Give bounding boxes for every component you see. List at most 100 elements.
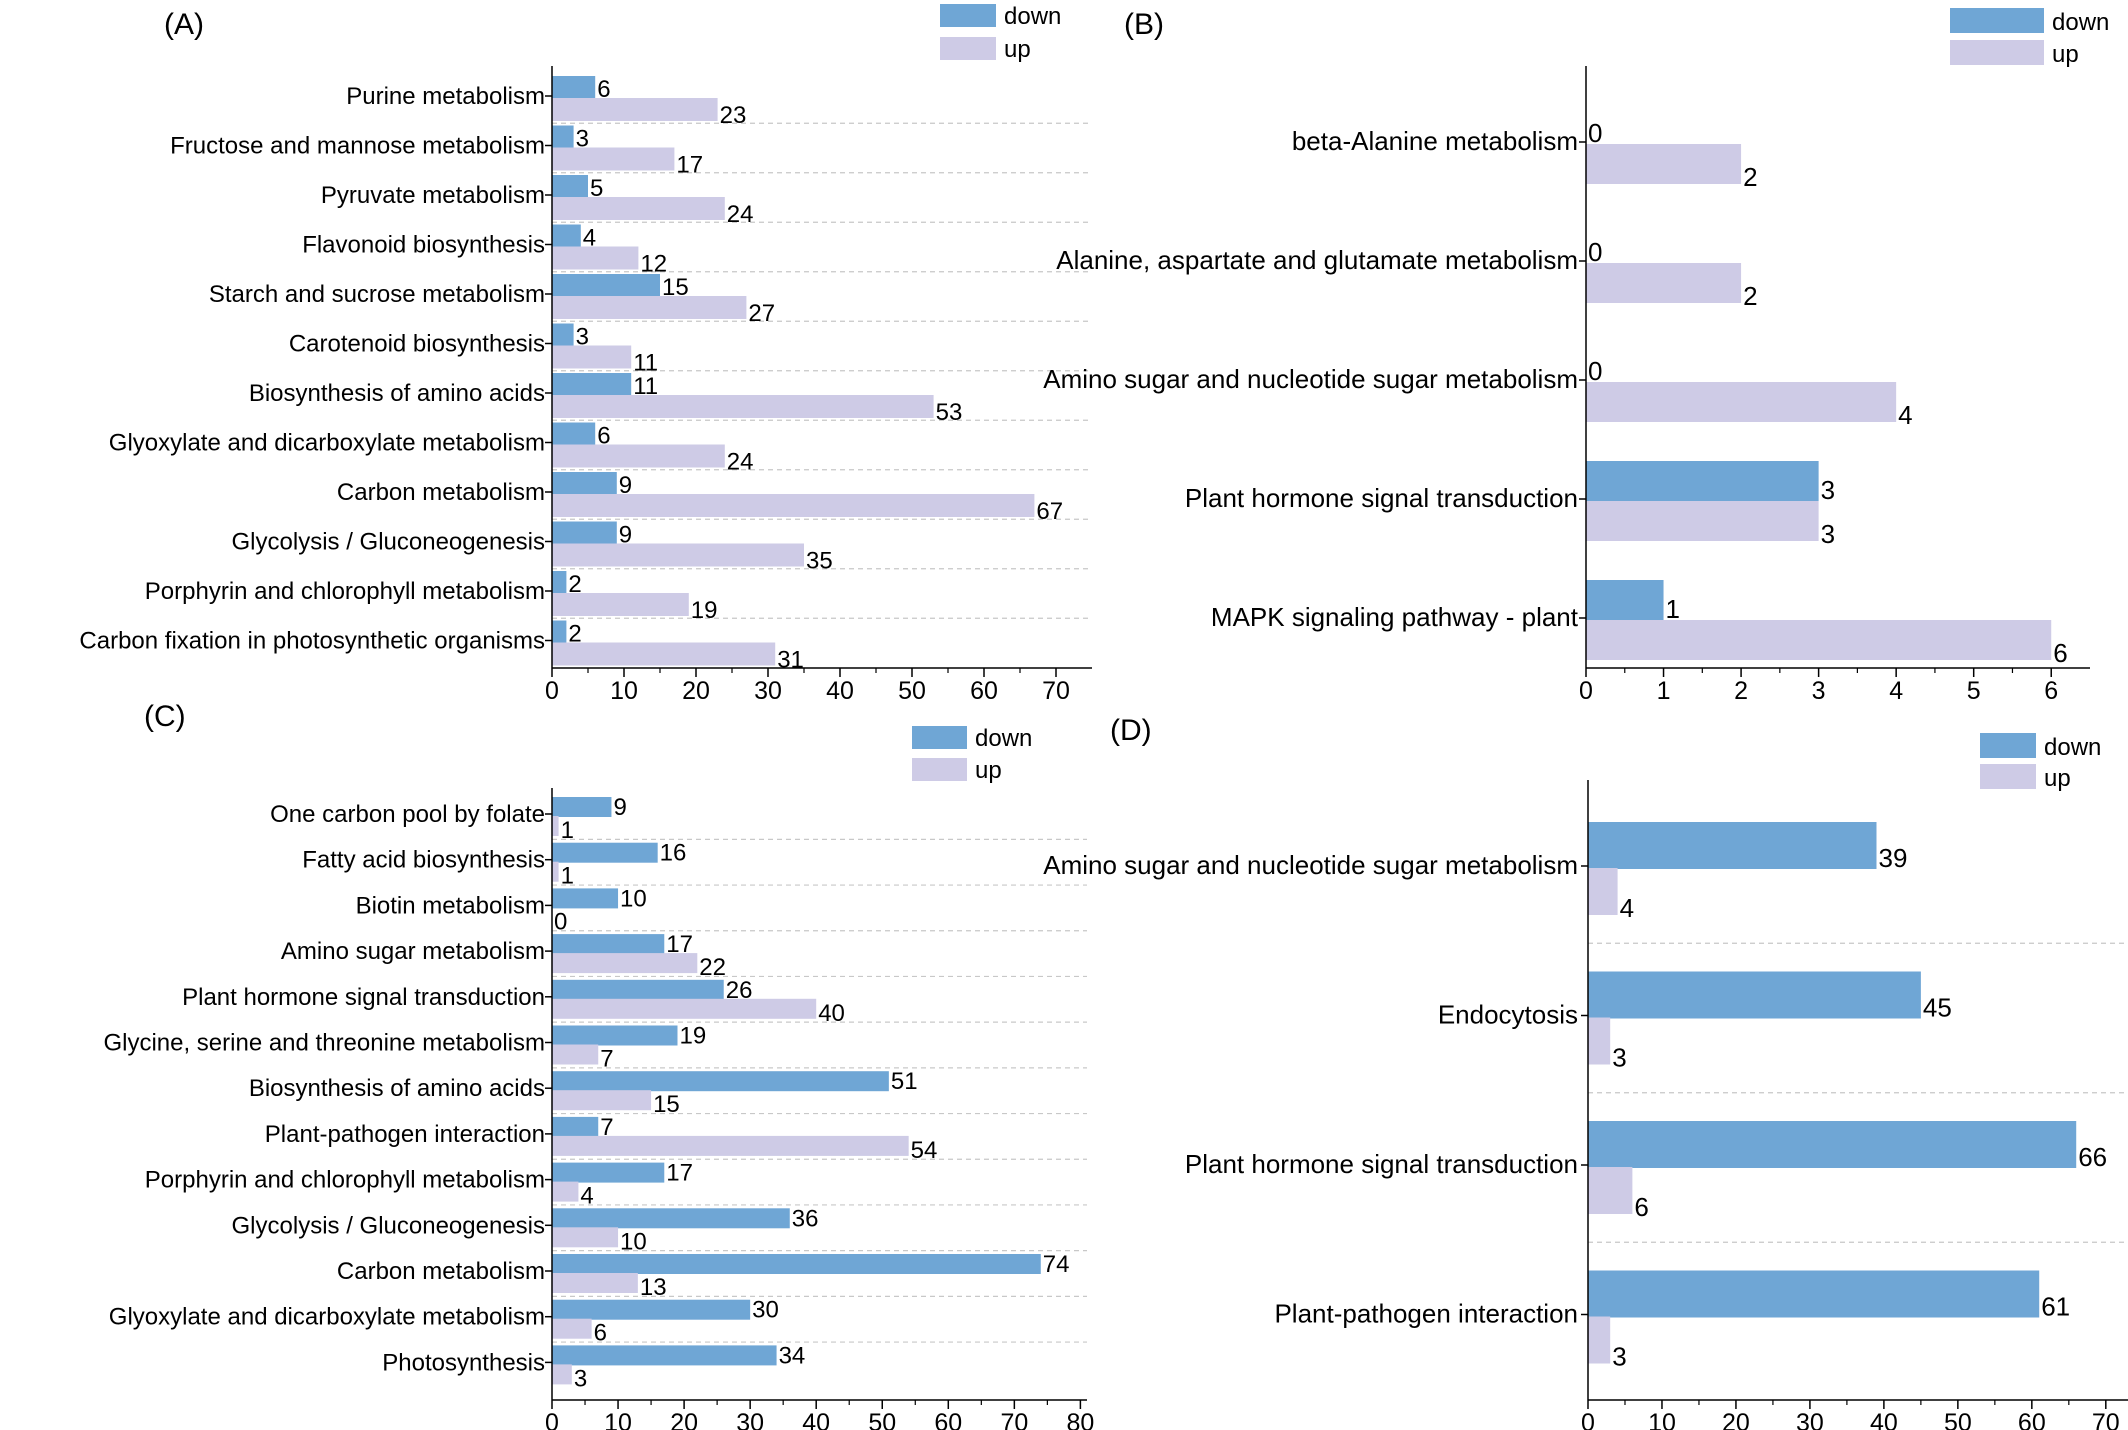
x-tick-label: 0 xyxy=(545,677,559,705)
bar-up xyxy=(1586,263,1742,303)
bar-down xyxy=(552,472,617,495)
value-label-up: 40 xyxy=(818,1000,845,1027)
bar-up xyxy=(552,1364,572,1385)
category-label: Amino sugar metabolism xyxy=(281,938,545,965)
x-tick-label: 20 xyxy=(1722,1409,1750,1430)
bar-down xyxy=(552,274,660,297)
value-label-up: 53 xyxy=(936,399,963,426)
bar-up xyxy=(552,543,804,567)
x-tick-label: 60 xyxy=(970,677,998,705)
panel-label: (C) xyxy=(144,700,186,733)
bar-up xyxy=(552,1318,592,1339)
bar-down xyxy=(1586,580,1664,620)
bar-down xyxy=(1588,1121,2077,1168)
category-label: Plant-pathogen interaction xyxy=(265,1121,545,1148)
value-label-up: 15 xyxy=(653,1091,680,1118)
bar-up xyxy=(552,593,689,616)
x-tick-label: 4 xyxy=(1889,677,1903,705)
category-label: One carbon pool by folate xyxy=(270,801,545,828)
value-label-down: 16 xyxy=(660,840,687,867)
value-label-up: 23 xyxy=(720,102,747,129)
bar-up xyxy=(1586,501,1819,541)
x-tick-label: 10 xyxy=(610,677,638,705)
category-label: Biosynthesis of amino acids xyxy=(249,380,545,407)
value-label-down: 17 xyxy=(666,931,693,958)
bar-down xyxy=(552,1116,599,1137)
value-label-down: 4 xyxy=(583,225,596,252)
legend-label-down: down xyxy=(975,725,1032,752)
x-tick-label: 6 xyxy=(2044,677,2058,705)
bar-up xyxy=(552,395,934,418)
category-label: Glyoxylate and dicarboxylate metabolism xyxy=(109,430,545,457)
value-label-up: 31 xyxy=(777,647,804,674)
x-tick-label: 30 xyxy=(754,677,782,705)
x-tick-label: 40 xyxy=(1870,1409,1898,1430)
bar-up xyxy=(552,1044,599,1065)
bar-up xyxy=(552,1090,652,1111)
legend-swatch-down xyxy=(912,726,967,749)
value-label-up: 13 xyxy=(640,1274,667,1301)
value-label-up: 6 xyxy=(2053,638,2067,668)
category-label: Photosynthesis xyxy=(382,1349,545,1376)
bar-up xyxy=(552,1227,619,1248)
legend-label-down: down xyxy=(1004,3,1061,30)
bar-up xyxy=(552,642,776,666)
category-label: Fructose and mannose metabolism xyxy=(170,133,545,160)
value-label-down: 10 xyxy=(620,885,647,912)
bar-up xyxy=(552,1181,579,1202)
bar-down xyxy=(552,422,596,446)
bar-up xyxy=(552,345,632,369)
x-tick-label: 40 xyxy=(802,1409,830,1430)
value-label-up: 6 xyxy=(594,1320,607,1347)
category-label: beta-Alanine metabolism xyxy=(1292,126,1578,156)
panel-b: (B) 0 2 beta-Alanine metabolism 0 2 Alanine, a… xyxy=(1043,8,2109,705)
x-tick-label: 80 xyxy=(1066,1409,1094,1430)
value-label-down: 3 xyxy=(576,324,589,351)
bar-down xyxy=(552,125,574,149)
x-tick-label: 70 xyxy=(1042,677,1070,705)
x-tick-label: 20 xyxy=(682,677,710,705)
bar-down xyxy=(552,934,665,955)
bar-down xyxy=(1586,461,1819,501)
value-label-down: 61 xyxy=(2041,1292,2070,1322)
value-label-down: 66 xyxy=(2078,1142,2107,1172)
bar-down xyxy=(552,1208,790,1229)
bar-up xyxy=(552,1273,638,1293)
value-label-up: 4 xyxy=(580,1183,593,1210)
category-label: Plant hormone signal transduction xyxy=(1185,1149,1578,1179)
category-label: Endocytosis xyxy=(1438,1000,1578,1030)
value-label-down: 51 xyxy=(891,1068,918,1095)
x-tick-label: 60 xyxy=(934,1409,962,1430)
value-label-down: 1 xyxy=(1666,594,1680,624)
value-label-down: 3 xyxy=(576,126,589,153)
bar-up xyxy=(552,816,559,836)
bar-down xyxy=(552,224,581,248)
value-label-down: 9 xyxy=(613,794,626,821)
category-label: Porphyrin and chlorophyll metabolism xyxy=(145,578,545,605)
value-label-up: 1 xyxy=(561,817,574,844)
panel-d: (D) 39 4 Amino sugar and nucleotide sugar m… xyxy=(1043,714,2128,1430)
value-label-up: 54 xyxy=(911,1137,938,1164)
category-label: Fatty acid biosynthesis xyxy=(302,847,545,874)
category-label: Plant-pathogen interaction xyxy=(1274,1299,1578,1329)
panel-label: (B) xyxy=(1124,8,1164,41)
value-label-up: 35 xyxy=(806,548,833,575)
category-label: Alanine, aspartate and glutamate metabol… xyxy=(1056,245,1578,275)
category-label: Carbon metabolism xyxy=(337,479,545,506)
value-label-up: 3 xyxy=(1612,1342,1626,1372)
panel-c: (C) 9 1 One carbon pool by folate 16 1 Fatty a… xyxy=(103,700,1094,1430)
value-label-up: 19 xyxy=(691,597,718,624)
x-tick-label: 10 xyxy=(604,1409,632,1430)
bar-down xyxy=(552,1025,678,1046)
bar-down xyxy=(552,979,724,1000)
legend-swatch-down xyxy=(940,4,996,27)
value-label-down: 7 xyxy=(600,1114,613,1141)
bar-down xyxy=(552,797,612,817)
category-label: Starch and sucrose metabolism xyxy=(209,281,545,308)
category-label: Glycine, serine and threonine metabolism xyxy=(103,1030,545,1057)
category-label: Plant hormone signal transduction xyxy=(182,984,545,1011)
bar-up xyxy=(552,147,675,171)
legend-swatch-down xyxy=(1950,8,2044,33)
